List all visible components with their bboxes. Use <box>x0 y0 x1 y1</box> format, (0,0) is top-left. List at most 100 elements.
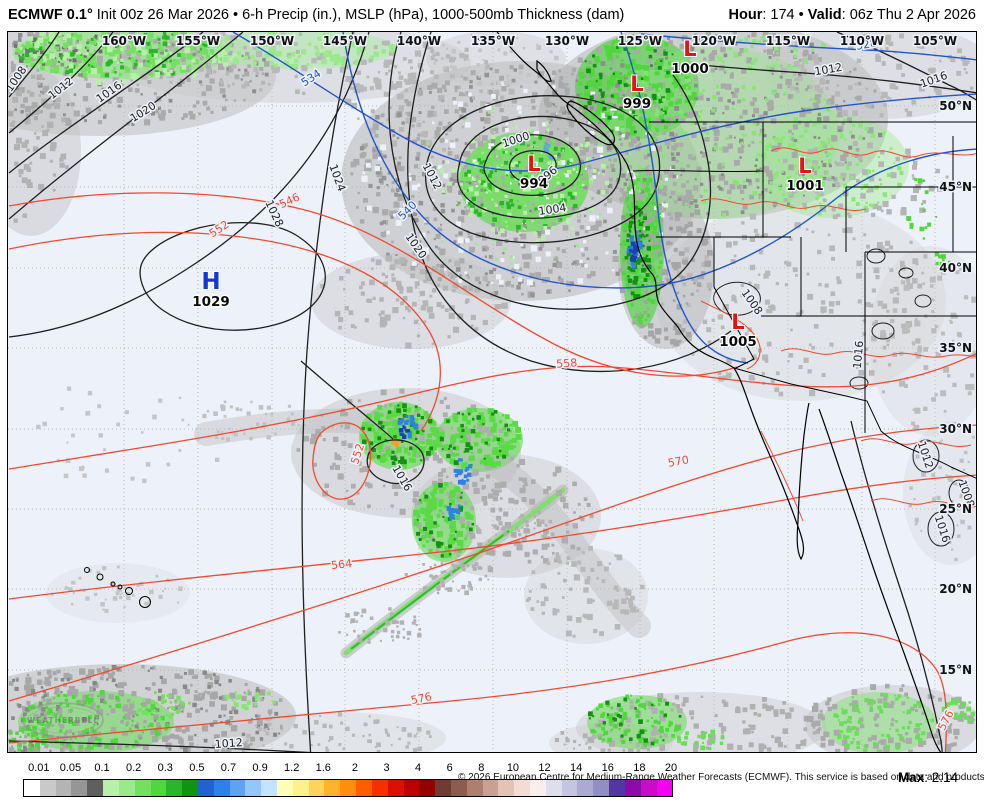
legend-color-cell <box>197 780 214 796</box>
legend-scale-label: 1.2 <box>284 762 300 774</box>
legend-color-cell <box>118 780 135 796</box>
legend-color-cell <box>640 780 657 796</box>
legend-scale-label: 6 <box>446 762 453 774</box>
lat-tick-label: 50°N <box>939 99 972 113</box>
legend-color-cell <box>292 780 309 796</box>
coastlines-borders <box>84 32 976 752</box>
pressure-center-value: 999 <box>623 96 651 112</box>
legend-color-cell <box>356 780 372 796</box>
contour-label: 558 <box>556 356 578 370</box>
legend-color-cell <box>55 780 72 796</box>
lat-tick-label: 25°N <box>939 502 972 516</box>
legend-color-cell <box>419 780 436 796</box>
legend-color-cell <box>340 780 357 796</box>
lat-tick-label: 40°N <box>939 261 972 275</box>
weatherbell-watermark: WEATHERBELL <box>22 702 104 738</box>
legend-color-cell <box>24 780 40 796</box>
legend-scale-label: 0.01 <box>28 762 50 774</box>
legend-color-cell <box>530 780 546 796</box>
legend-color-cell <box>261 780 277 796</box>
valid-time: Hour: 174 • Valid: 06z Thu 2 Apr 2026 <box>728 7 976 23</box>
title-detail: Init 00z 26 Mar 2026 • 6-h Precip (in.),… <box>92 7 625 23</box>
legend-color-cell <box>593 780 610 796</box>
legend-color-cell <box>213 780 230 796</box>
legend-scale-label: 12 <box>538 762 551 774</box>
lon-tick-label: 150°W <box>250 34 294 48</box>
lon-tick-label: 135°W <box>471 34 515 48</box>
high-center-marker: H <box>201 269 220 295</box>
legend-color-cell <box>498 780 515 796</box>
lat-tick-label: 45°N <box>939 180 972 194</box>
lat-tick-label: 30°N <box>939 422 972 436</box>
valid-datetime: 06z Thu 2 Apr 2026 <box>849 7 976 23</box>
precip-cloud-shading <box>8 32 976 752</box>
legend-color-cell <box>577 780 594 796</box>
legend-scale-label: 0.7 <box>220 762 237 774</box>
precip-colorbar <box>23 779 673 797</box>
legend-scale-label: 10 <box>506 762 520 774</box>
forecast-hour: 174 <box>770 7 795 23</box>
thickness-contours-warm <box>8 147 976 752</box>
pressure-center-value: 1029 <box>192 294 230 310</box>
legend-color-cell <box>387 780 404 796</box>
legend-scale-label: 8 <box>478 762 485 774</box>
contour-label: 564 <box>331 557 353 572</box>
legend-scale-label: 0.2 <box>125 762 142 774</box>
legend-scale-label: 0.9 <box>252 762 268 774</box>
low-center-marker: L <box>630 72 643 96</box>
legend-scale-label: 3 <box>383 762 390 774</box>
legend-color-cell <box>308 780 325 796</box>
lon-tick-label: 155°W <box>176 34 220 48</box>
contour-label: 570 <box>667 453 690 469</box>
legend-color-cell <box>87 780 104 796</box>
legend-color-cell <box>624 780 641 796</box>
legend-color-cell <box>229 780 246 796</box>
lon-tick-label: 120°W <box>692 34 736 48</box>
legend-scale-label: 0.05 <box>59 762 82 774</box>
legend-color-cell <box>245 780 262 796</box>
model-name: ECMWF 0.1° <box>8 7 93 23</box>
legend-color-cell <box>482 780 499 796</box>
legend-scale-label: 0.3 <box>157 762 173 774</box>
legend-scale-labels: 0.01 0.05 0.1 0.2 0.3 0.5 0.7 0.9 1.2 1.6 2 3 4 6 8 10 1… <box>0 762 984 776</box>
legend-color-cell <box>71 780 88 796</box>
legend-color-cell <box>324 780 341 796</box>
map-canvas: WEATHERBELL 1008 1012 10161020102410281000… <box>8 32 976 752</box>
lon-tick-label: 110°W <box>840 34 884 48</box>
legend-color-cell <box>656 780 673 796</box>
thickness-contours-cold <box>232 32 976 364</box>
legend-scale-label: 1.6 <box>315 762 331 774</box>
tick-labels: 160°W 155°W 150°W 145°W 140°W 135°W 130°W 125°W… <box>100 33 973 679</box>
pressure-center-value: 1000 <box>671 61 709 77</box>
map-title: ECMWF 0.1° Init 00z 26 Mar 2026 • 6-h Pr… <box>8 7 624 23</box>
legend-scale-label: 16 <box>601 762 614 774</box>
legend-scale-label: 0.1 <box>94 762 110 774</box>
hawaii-islands <box>84 567 151 608</box>
contour-label: 1004 <box>538 201 568 218</box>
lat-tick-label: 35°N <box>939 341 972 355</box>
legend-color-cell <box>39 780 56 796</box>
legend-scale-label: 14 <box>570 762 583 774</box>
pressure-center-value: 994 <box>520 176 548 192</box>
legend-color-cell <box>134 780 151 796</box>
lon-tick-label: 160°W <box>102 34 146 48</box>
legend-color-cell <box>277 780 293 796</box>
legend-color-cell <box>182 780 198 796</box>
pressure-center-value: 1005 <box>719 334 757 350</box>
low-center-marker: L <box>527 152 540 176</box>
lon-tick-label: 140°W <box>397 34 441 48</box>
lat-tick-label: 15°N <box>939 663 972 677</box>
forecast-map: WEATHERBELL 1008 1012 1016 1020 1024 1028 1000… <box>7 31 984 786</box>
lon-tick-label: 115°W <box>766 34 810 48</box>
legend-color-cell <box>609 780 625 796</box>
legend-scale-label: 2 <box>351 762 358 774</box>
legend-color-cell <box>103 780 119 796</box>
lon-tick-label: 125°W <box>618 34 662 48</box>
lon-tick-label: 130°W <box>545 34 589 48</box>
pressure-center-value: 1001 <box>786 178 824 194</box>
legend-scale-label: 0.5 <box>189 762 205 774</box>
contour-label: 1012 <box>214 736 243 751</box>
legend-color-cell <box>435 780 451 796</box>
